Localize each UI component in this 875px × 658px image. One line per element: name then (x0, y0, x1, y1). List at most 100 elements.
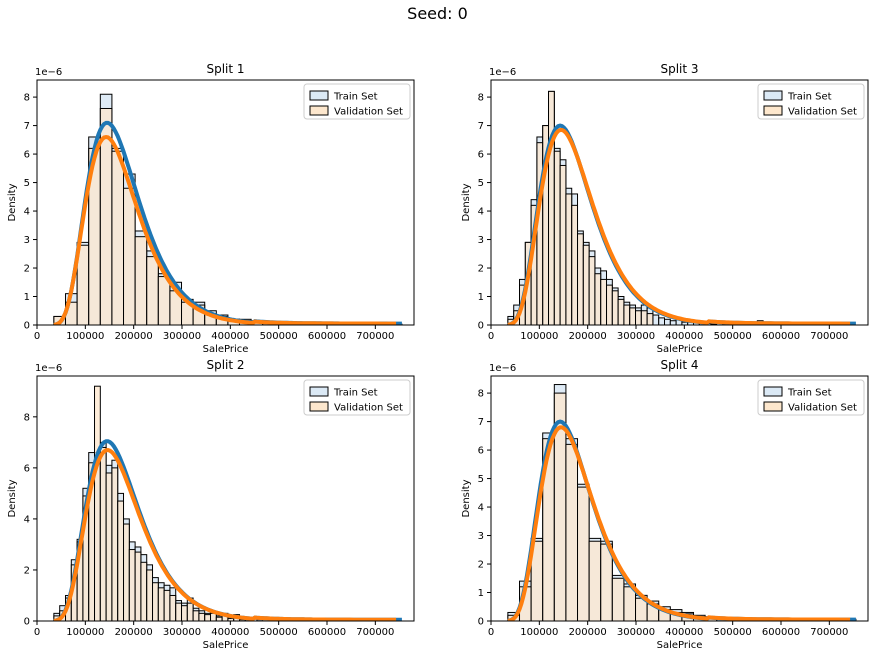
x-axis-label: SalePrice (203, 344, 249, 355)
x-tick-label: 400000 (211, 331, 249, 342)
validation-bar (588, 256, 596, 325)
x-tick-label: 200000 (115, 331, 153, 342)
y-offset-label: 1e−6 (35, 363, 62, 374)
x-tick-label: 0 (488, 627, 494, 638)
legend: Train Set Validation Set (303, 379, 411, 416)
x-tick-label: 600000 (762, 627, 800, 638)
x-tick-label: 600000 (762, 331, 800, 342)
y-tick-label: 7 (24, 121, 30, 132)
train-bar (658, 317, 666, 325)
y-axis-label: Density (461, 183, 472, 221)
x-tick-label: 300000 (163, 331, 201, 342)
validation-bar (128, 549, 136, 621)
validation-bar (215, 616, 223, 621)
validation-bar (588, 540, 602, 621)
x-axis-label: SalePrice (657, 640, 703, 651)
x-tick-label: 400000 (211, 627, 249, 638)
y-tick-label: 8 (24, 93, 30, 104)
plot-area (53, 93, 403, 325)
validation-bar (600, 543, 613, 621)
plot-area (53, 385, 402, 621)
legend: Train Set Validation Set (757, 83, 865, 120)
validation-bar (594, 273, 602, 325)
y-tick-label: 2 (24, 565, 30, 576)
validation-kde-line (507, 425, 851, 621)
y-tick-label: 0 (24, 321, 30, 332)
x-tick-label: 100000 (520, 331, 558, 342)
y-tick-label: 6 (24, 150, 30, 161)
train-bar (669, 320, 677, 325)
chart-panel-2: 0 100000 200000 300000 400000 500000 600000 700… (461, 62, 869, 355)
x-tick-label: 500000 (714, 627, 752, 638)
chart-title: Split 1 (206, 62, 244, 76)
validation-bar (175, 602, 183, 621)
y-tick-label: 6 (24, 463, 30, 474)
legend-entry: Validation Set (788, 403, 857, 414)
y-tick-label: 4 (24, 514, 30, 525)
x-axis-label: SalePrice (657, 344, 703, 355)
y-tick-label: 3 (478, 235, 484, 246)
validation-bar (94, 385, 101, 621)
y-tick-label: 3 (478, 531, 484, 542)
legend-swatch (309, 386, 329, 397)
validation-bar (640, 310, 648, 325)
x-tick-label: 500000 (260, 627, 298, 638)
y-axis-label: Density (7, 183, 18, 221)
legend-box (757, 83, 865, 120)
y-tick-label: 2 (478, 264, 484, 275)
chart-panel-1: 0 100000 200000 300000 400000 500000 600000 700… (7, 62, 415, 355)
y-tick-label: 4 (478, 503, 484, 514)
validation-bar (123, 187, 136, 325)
validation-bar (111, 150, 125, 325)
legend-swatch (309, 105, 329, 116)
x-tick-label: 300000 (617, 331, 655, 342)
validation-bar (134, 551, 142, 621)
validation-bar (157, 587, 165, 621)
validation-bar (186, 602, 194, 621)
x-axis-label: SalePrice (203, 640, 249, 651)
x-tick-label: 100000 (520, 627, 558, 638)
legend-entry: Train Set (787, 92, 832, 103)
validation-bar (623, 586, 637, 621)
plot-area (507, 384, 857, 621)
validation-bar (117, 500, 125, 621)
axes-frame (36, 79, 415, 326)
validation-bar (146, 569, 154, 621)
x-tick-label: 200000 (115, 627, 153, 638)
chart-panel-3: 0 100000 200000 300000 400000 500000 600000 700… (7, 358, 415, 651)
y-axis-label: Density (461, 479, 472, 517)
legend-box (303, 83, 411, 120)
validation-bar (646, 313, 654, 325)
y-offset-label: 1e−6 (489, 67, 516, 78)
legend-swatch (309, 401, 329, 412)
y-offset-label: 1e−6 (489, 363, 516, 374)
figure-suptitle: Seed: 0 (407, 4, 468, 23)
validation-bar (611, 577, 625, 621)
legend-swatch (763, 90, 783, 101)
y-tick-label: 4 (24, 207, 30, 218)
validation-bar (635, 310, 642, 325)
validation-bar (559, 164, 567, 325)
y-tick-label: 8 (478, 389, 484, 400)
y-tick-label: 1 (24, 292, 30, 303)
legend-swatch (763, 401, 783, 412)
y-tick-label: 0 (24, 617, 30, 628)
train-bar (664, 318, 671, 325)
chart-title: Split 3 (660, 62, 698, 76)
train-bar (652, 314, 660, 325)
x-tick-label: 100000 (66, 627, 104, 638)
legend-box (303, 379, 411, 416)
validation-bar (163, 589, 171, 621)
x-tick-label: 200000 (569, 331, 607, 342)
validation-bar (123, 523, 130, 621)
x-tick-label: 500000 (714, 331, 752, 342)
validation-bar (99, 446, 107, 621)
validation-bar (577, 486, 590, 621)
x-tick-label: 0 (34, 331, 40, 342)
validation-bar (565, 443, 579, 621)
x-tick-label: 400000 (665, 331, 703, 342)
validation-bar (134, 236, 148, 325)
y-tick-label: 7 (478, 121, 484, 132)
validation-kde-line (53, 447, 397, 621)
